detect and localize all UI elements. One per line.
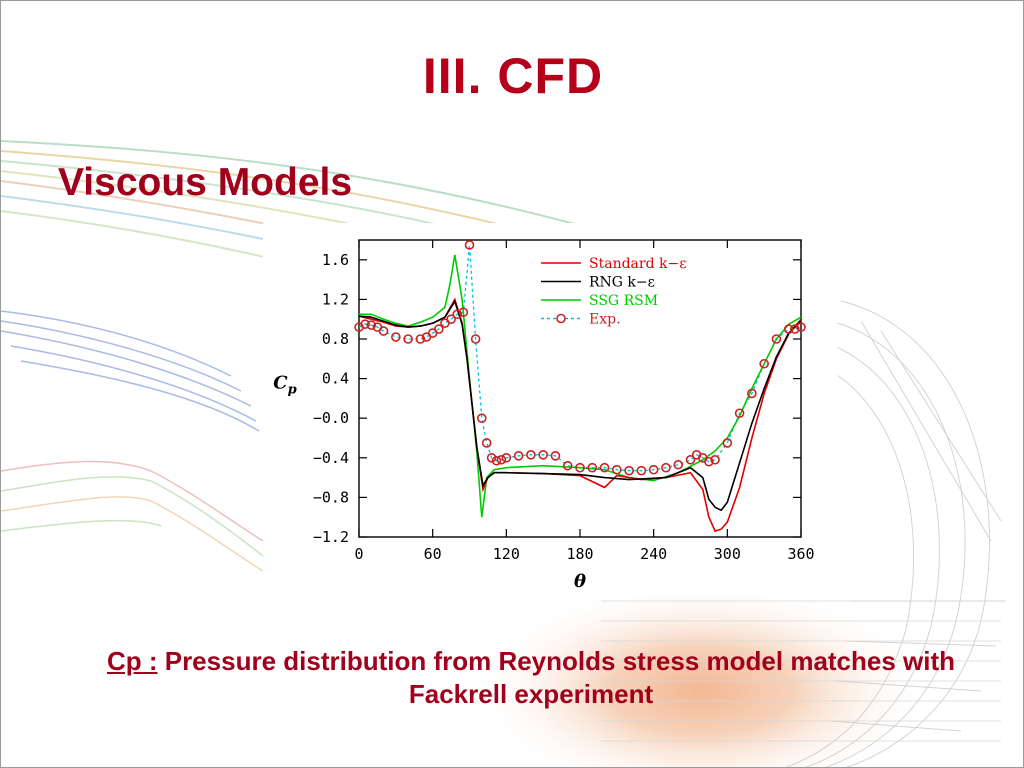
exp-marker — [526, 450, 536, 460]
exp-marker — [624, 465, 634, 476]
y-tick-label: −0.4 — [313, 449, 349, 467]
y-tick-label: −1.2 — [313, 528, 349, 546]
exp-marker — [486, 453, 497, 463]
x-axis-label: θ — [574, 571, 586, 592]
exp-marker — [710, 454, 720, 465]
exp-marker — [501, 453, 512, 463]
exp-marker — [575, 462, 585, 473]
legend-label-3: Exp. — [589, 312, 621, 328]
exp-marker — [673, 459, 684, 470]
exp-marker — [360, 319, 370, 329]
exp-marker — [550, 451, 561, 461]
exp-marker — [587, 462, 598, 473]
exp-marker — [403, 334, 413, 344]
x-tick-label: 180 — [566, 545, 593, 563]
exp-marker — [476, 413, 487, 423]
exp-marker — [771, 334, 782, 344]
exp-marker — [734, 408, 745, 419]
exp-marker — [790, 324, 800, 334]
exp-marker — [704, 456, 714, 467]
x-tick-label: 240 — [640, 545, 667, 563]
exp-marker — [481, 438, 492, 448]
series-line-3 — [359, 244, 801, 472]
exp-marker — [648, 464, 659, 475]
exp-marker — [378, 326, 389, 336]
caption: Cp : Pressure distribution from Reynolds… — [61, 645, 1001, 711]
exp-marker — [636, 465, 647, 476]
exp-marker — [612, 464, 622, 475]
legend-label-0: Standard k−ε — [589, 256, 686, 272]
exp-marker — [599, 462, 610, 473]
exp-marker — [513, 451, 524, 461]
exp-marker — [661, 462, 671, 473]
series-line-2 — [359, 254, 801, 518]
x-tick-label: 300 — [714, 545, 741, 563]
x-tick-label: 360 — [787, 545, 814, 563]
exp-marker — [458, 307, 469, 318]
legend-label-2: SSG RSM — [589, 293, 658, 309]
exp-marker — [491, 455, 502, 466]
exp-marker — [366, 320, 377, 330]
y-tick-label: −0.8 — [313, 488, 349, 506]
y-axis-label: Cp — [273, 373, 296, 398]
plot-frame — [358, 239, 802, 538]
y-tick-label: 1.6 — [322, 251, 349, 269]
exp-marker — [446, 314, 456, 324]
exp-marker — [464, 240, 475, 250]
x-tick-label: 60 — [424, 545, 442, 563]
y-tick-label: 0.8 — [322, 330, 349, 348]
caption-text: Pressure distribution from Reynolds stre… — [157, 646, 956, 709]
exp-marker — [496, 454, 507, 465]
exp-marker — [452, 309, 463, 320]
exp-marker — [783, 324, 794, 334]
y-tick-label: 1.2 — [322, 290, 349, 308]
slide-subtitle: Viscous Models — [58, 161, 353, 204]
x-tick-label: 0 — [354, 545, 363, 563]
exp-marker — [722, 438, 733, 448]
x-tick-label: 120 — [493, 545, 520, 563]
y-tick-label: 0.4 — [322, 370, 349, 388]
caption-label: Cp : — [106, 646, 158, 676]
exp-marker — [538, 450, 548, 460]
y-tick-label: −0.0 — [313, 409, 349, 427]
slide-title: III. CFD — [422, 48, 604, 104]
exp-marker — [470, 334, 481, 344]
exp-marker — [415, 334, 426, 344]
exp-marker — [391, 332, 401, 342]
exp-marker — [759, 358, 769, 369]
legend-marker — [556, 313, 566, 324]
series-line-1 — [359, 299, 801, 512]
exp-marker — [562, 460, 573, 471]
exp-marker — [685, 454, 696, 465]
cp-chart: 0 60 120 180 240 300 360 −1.2 −0.8 −0.4 −0.0 0.4 0.8… — [273, 239, 815, 592]
chart-panel: 0 60 120 180 240 300 360 −1.2 −0.8 −0.4 −0.0 0.4 0.8… — [263, 223, 838, 595]
exp-marker — [434, 324, 444, 334]
exp-marker — [796, 322, 806, 332]
legend-label-1: RNG k−ε — [589, 275, 655, 291]
exp-marker — [747, 388, 757, 399]
